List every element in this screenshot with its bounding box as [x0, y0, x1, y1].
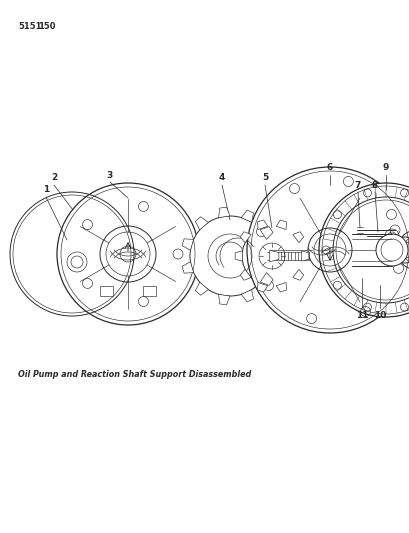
Polygon shape: [182, 239, 193, 251]
Circle shape: [246, 167, 409, 333]
Text: 8: 8: [371, 181, 377, 190]
Polygon shape: [292, 232, 303, 243]
Polygon shape: [182, 262, 193, 273]
Text: 6: 6: [326, 164, 332, 173]
Text: 10: 10: [373, 311, 385, 319]
Polygon shape: [240, 232, 250, 243]
Polygon shape: [257, 282, 267, 292]
Polygon shape: [292, 269, 303, 280]
Circle shape: [189, 216, 270, 296]
Text: Oil Pump and Reaction Shaft Support Disassembled: Oil Pump and Reaction Shaft Support Disa…: [18, 370, 251, 379]
Circle shape: [375, 234, 407, 266]
Text: 3: 3: [107, 171, 113, 180]
Text: 9: 9: [382, 164, 388, 173]
Polygon shape: [240, 210, 253, 222]
Polygon shape: [240, 269, 250, 280]
Circle shape: [318, 183, 409, 317]
Text: 4: 4: [218, 174, 225, 182]
Polygon shape: [195, 282, 208, 295]
Polygon shape: [269, 251, 278, 262]
Circle shape: [241, 226, 301, 286]
Text: 5151: 5151: [18, 22, 41, 31]
Circle shape: [380, 239, 402, 261]
Text: 1: 1: [43, 185, 49, 195]
Text: 11: 11: [355, 311, 367, 319]
Circle shape: [57, 183, 198, 325]
Polygon shape: [195, 217, 208, 230]
Polygon shape: [257, 220, 267, 230]
Polygon shape: [276, 282, 286, 292]
Polygon shape: [235, 251, 242, 261]
Polygon shape: [301, 251, 308, 261]
Text: 150: 150: [38, 22, 55, 31]
Polygon shape: [240, 289, 253, 302]
Polygon shape: [260, 227, 272, 239]
Text: 5: 5: [261, 174, 267, 182]
Polygon shape: [218, 207, 229, 217]
Text: 7: 7: [354, 181, 360, 190]
Polygon shape: [276, 220, 286, 230]
Polygon shape: [218, 294, 229, 305]
Text: 2: 2: [51, 174, 57, 182]
Polygon shape: [260, 272, 272, 285]
